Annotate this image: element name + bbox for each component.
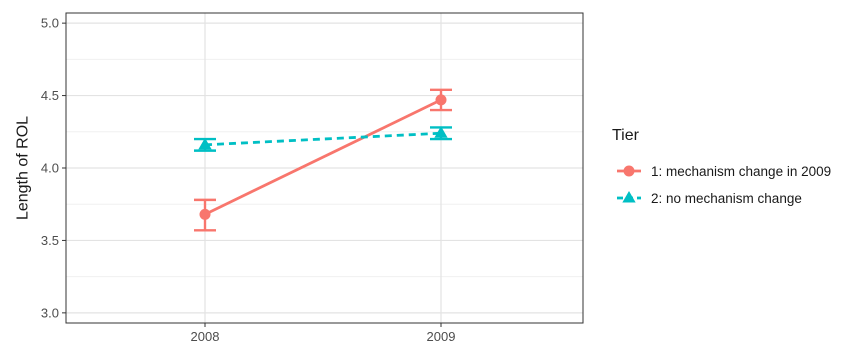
legend-label: 2: no mechanism change [651, 191, 802, 206]
x-tick-label: 2009 [427, 329, 456, 344]
legend-key-marker [622, 191, 636, 203]
grid-lines [66, 13, 583, 323]
y-axis-title: Length of ROL [15, 116, 32, 220]
data-point [199, 208, 211, 220]
legend: Tier 1: mechanism change in 2009 2: no me… [612, 127, 831, 206]
legend-title: Tier [612, 127, 640, 144]
series-1 [194, 88, 452, 232]
y-tick-label: 4.0 [41, 161, 59, 176]
legend-key-marker [623, 165, 635, 177]
data-point [435, 94, 447, 106]
data-point [434, 126, 448, 138]
legend-label: 1: mechanism change in 2009 [651, 164, 831, 179]
series-line [204, 131, 442, 147]
legend-key-2 [617, 191, 641, 203]
y-tick-label: 3.5 [41, 233, 59, 248]
y-tick-label: 3.0 [41, 305, 59, 320]
legend-key-1 [617, 165, 641, 177]
axes: 3.0 3.5 4.0 4.5 5.0 2008 2009 [41, 16, 456, 344]
series-group [194, 88, 452, 232]
x-tick-label: 2008 [191, 329, 220, 344]
data-point [198, 137, 212, 150]
y-tick-label: 4.5 [41, 88, 59, 103]
series-line [204, 98, 442, 216]
series-2 [194, 126, 452, 152]
y-tick-label: 5.0 [41, 16, 59, 31]
